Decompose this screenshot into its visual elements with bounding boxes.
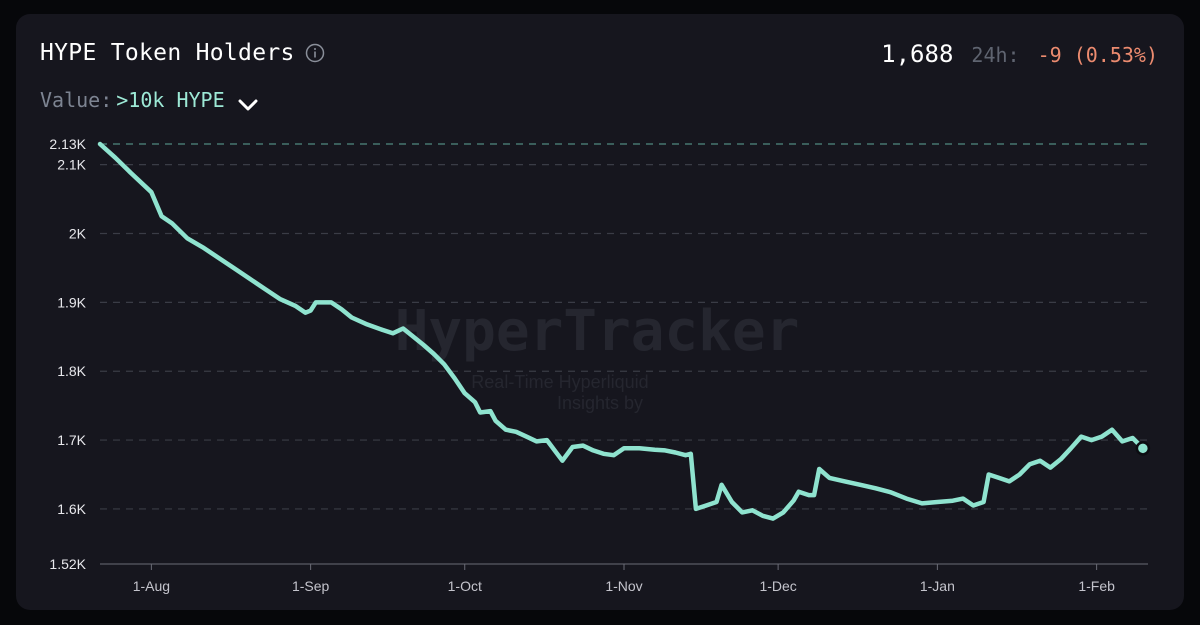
x-tick-label: 1-Dec [759, 578, 796, 594]
change-value: -9 (0.53%) [1037, 43, 1158, 67]
y-tick-label: 1.8K [57, 363, 86, 379]
watermark-brand: HyperTracker [395, 299, 800, 364]
x-tick-label: 1-Jan [920, 578, 955, 594]
value-label: Value: [40, 88, 113, 112]
value-filter[interactable]: Value: >10k HYPE [40, 88, 259, 112]
chart-title: HYPE Token Holders [40, 40, 295, 66]
y-tick-label: 2.13K [49, 136, 86, 152]
holder-stats: 1,688 24h: -9 (0.53%) [881, 40, 1158, 68]
change-period-label: 24h: [971, 43, 1020, 67]
series-group [97, 141, 1151, 521]
y-tick-label: 2K [69, 226, 87, 242]
y-tick-label: 1.52K [49, 556, 86, 572]
x-tick-label: 1-Oct [448, 578, 482, 594]
x-axis: 1-Aug 1-Sep 1-Oct 1-Nov 1-Dec 1-Jan 1-Feb [100, 563, 1148, 594]
y-tick-label: 1.7K [57, 432, 86, 448]
chart-card: HYPE Token Holders Value: >10k HYPE 1,68… [16, 14, 1184, 610]
watermark-line1: Real-Time Hyperliquid [471, 372, 648, 392]
latest-point [1135, 441, 1151, 456]
y-axis: 2.13K 2.1K 2K 1.9K 1.8K 1.7K 1.6K 1.52K [49, 136, 86, 572]
y-tick-label: 2.1K [57, 157, 86, 173]
y-tick-label: 1.6K [57, 501, 86, 517]
x-tick-label: 1-Nov [605, 578, 642, 594]
value-select[interactable]: >10k HYPE [116, 88, 225, 112]
x-tick-label: 1-Sep [292, 578, 330, 594]
info-icon[interactable] [305, 43, 325, 63]
grid [100, 143, 1148, 510]
watermark: HyperTracker Real-Time Hyperliquid Insig… [395, 299, 800, 413]
watermark-line2: Insights by [557, 393, 643, 413]
holder-count: 1,688 [881, 40, 954, 68]
chevron-down-icon[interactable] [237, 93, 259, 111]
x-tick-label: 1-Aug [133, 578, 170, 594]
y-tick-label: 1.9K [57, 294, 86, 310]
chart-title-row: HYPE Token Holders [40, 40, 325, 66]
series-line [97, 141, 1146, 521]
x-tick-label: 1-Feb [1078, 578, 1115, 594]
